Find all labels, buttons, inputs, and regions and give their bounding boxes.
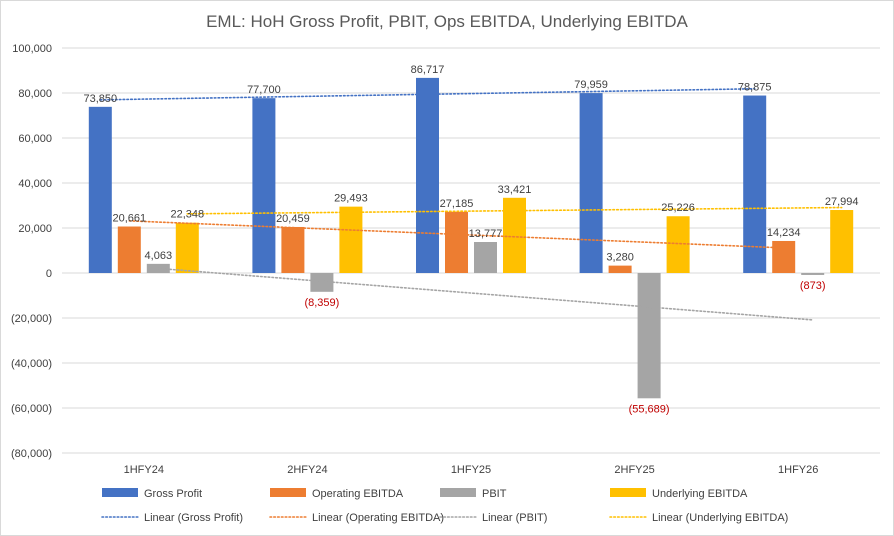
- data-label: (873): [800, 280, 826, 292]
- bar-underlying-ebitda: [503, 197, 526, 273]
- data-label: 4,063: [145, 250, 173, 262]
- trendline-underlying-ebitda: [186, 206, 843, 215]
- bar-pbit: [474, 242, 497, 273]
- trendline-pbit: [157, 267, 814, 321]
- data-label: 22,348: [170, 209, 204, 221]
- y-tick-label: (80,000): [11, 448, 52, 460]
- y-tick-label: 20,000: [18, 223, 52, 235]
- data-label: 27,994: [825, 196, 859, 208]
- legend-label: Gross Profit: [144, 488, 202, 500]
- legend-swatch: [270, 488, 306, 497]
- legend-label: Operating EBITDA: [312, 488, 404, 500]
- x-tick-label: 1HFY26: [778, 464, 818, 476]
- bars: [88, 77, 854, 399]
- bar-gross-profit: [579, 93, 603, 273]
- legend: Gross Profit Operating EBITDA PBIT Underlyi…: [101, 488, 788, 524]
- bar-underlying-ebitda: [175, 222, 199, 273]
- bar-underlying-ebitda: [666, 216, 690, 273]
- chart-title: EML: HoH Gross Profit, PBIT, Ops EBITDA,…: [206, 12, 688, 31]
- bar-operating-ebitda: [608, 265, 632, 273]
- y-tick-label: 100,000: [12, 43, 52, 55]
- trendline-gross-profit: [99, 87, 756, 101]
- data-label: 86,717: [411, 64, 445, 76]
- trendline-operating-ebitda: [128, 220, 785, 249]
- data-label: (55,689): [629, 403, 670, 415]
- x-tick-label: 1HFY25: [451, 464, 491, 476]
- bar-operating-ebitda: [772, 240, 796, 273]
- y-tick-label: (60,000): [11, 403, 52, 415]
- y-tick-label: 40,000: [18, 178, 52, 190]
- bar-pbit: [637, 273, 661, 399]
- x-tick-label: 2HFY24: [287, 464, 327, 476]
- legend-swatch: [440, 488, 476, 497]
- data-labels: 73,850 20,661 4,063 22,348 77,700 20,459 (8,35…: [83, 64, 858, 415]
- bar-gross-profit: [743, 95, 767, 273]
- data-label: 33,421: [498, 184, 532, 196]
- x-axis-ticks: 1HFY24 2HFY24 1HFY25 2HFY25 1HFY26: [124, 464, 819, 476]
- legend-label: Linear (PBIT): [482, 512, 547, 524]
- bar-gross-profit: [252, 98, 276, 273]
- bar-gross-profit: [88, 106, 112, 274]
- data-label: 27,185: [440, 198, 474, 210]
- trendlines: [99, 87, 843, 321]
- data-label: 29,493: [334, 193, 368, 205]
- bar-pbit: [310, 273, 334, 292]
- data-label: 13,777: [469, 228, 503, 240]
- data-label: 78,875: [738, 82, 772, 94]
- y-tick-label: 0: [46, 268, 52, 280]
- legend-label: Linear (Operating EBITDA): [312, 512, 444, 524]
- legend-label: PBIT: [482, 488, 507, 500]
- y-axis-ticks: 100,000 80,000 60,000 40,000 20,000 0 (20,000)…: [11, 43, 52, 460]
- legend-label: Linear (Gross Profit): [144, 512, 243, 524]
- bar-underlying-ebitda: [339, 206, 363, 273]
- data-label: 14,234: [767, 227, 801, 239]
- y-tick-label: 60,000: [18, 133, 52, 145]
- bar-operating-ebitda: [117, 226, 141, 273]
- bar-pbit: [801, 273, 825, 275]
- data-label: 25,226: [661, 202, 695, 214]
- y-tick-label: 80,000: [18, 88, 52, 100]
- data-label: 73,850: [83, 93, 117, 105]
- data-label: 20,661: [112, 213, 146, 225]
- data-label: (8,359): [304, 297, 339, 309]
- legend-label: Underlying EBITDA: [652, 488, 748, 500]
- data-label: 20,459: [276, 213, 310, 225]
- legend-label: Linear (Underlying EBITDA): [652, 512, 788, 524]
- bar-operating-ebitda: [281, 226, 305, 273]
- y-tick-label: (40,000): [11, 358, 52, 370]
- x-tick-label: 1HFY24: [124, 464, 164, 476]
- bar-underlying-ebitda: [830, 210, 854, 273]
- data-label: 3,280: [606, 252, 634, 264]
- y-tick-label: (20,000): [11, 313, 52, 325]
- legend-swatch: [610, 488, 646, 497]
- bar-gross-profit: [416, 77, 439, 273]
- legend-swatch: [102, 488, 138, 497]
- x-tick-label: 2HFY25: [614, 464, 654, 476]
- bar-operating-ebitda: [445, 211, 468, 273]
- data-label: 79,959: [574, 79, 608, 91]
- data-label: 77,700: [247, 84, 281, 96]
